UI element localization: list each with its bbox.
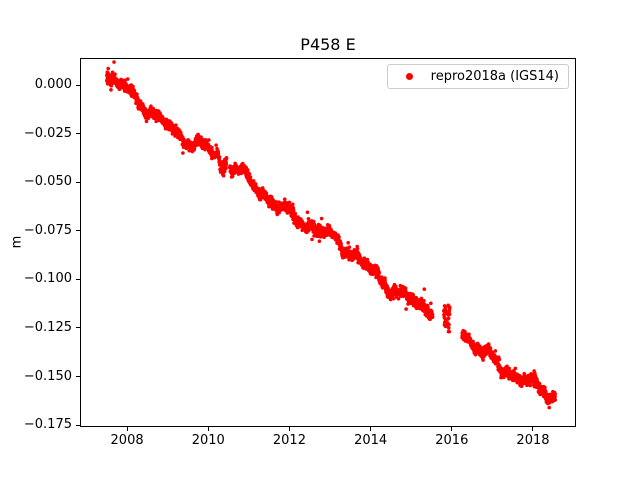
x-tick-label: 2008 [110,433,144,448]
y-tick-mark [76,424,80,426]
legend-marker-dot-icon [406,73,414,80]
x-tick-label: 2018 [516,433,550,448]
chart-title: P458 E [300,35,356,54]
y-tick-mark [76,376,80,377]
x-tick-mark [451,427,453,431]
x-tick-mark [126,427,128,431]
x-tick-label: 2012 [272,433,306,448]
y-tick-label: −0.025 [23,125,72,141]
x-tick-mark [532,427,534,431]
y-tick-mark [76,181,80,183]
y-tick-label: −0.075 [23,222,72,238]
y-tick-label: −0.125 [23,319,72,335]
x-tick-label: 2014 [354,433,388,448]
x-tick-mark [370,427,372,431]
y-tick-label: 0.000 [34,77,72,93]
y-tick-label: −0.050 [23,174,72,190]
y-tick-mark [76,278,80,280]
y-tick-label: −0.100 [23,271,72,287]
x-tick-mark [207,427,209,431]
y-tick-label: −0.175 [23,417,72,433]
y-tick-mark [76,327,80,329]
x-tick-label: 2016 [435,433,469,448]
y-tick-mark [76,133,80,135]
x-tick-mark [288,427,290,431]
y-tick-mark [76,230,80,232]
legend-marker-area [397,73,423,80]
y-tick-mark [76,84,80,86]
legend-label: repro2018a (IGS14) [430,69,559,84]
plot-area [80,58,576,427]
x-tick-label: 2010 [191,433,225,448]
legend: repro2018a (IGS14) [386,64,569,89]
y-tick-label: −0.150 [23,368,72,384]
